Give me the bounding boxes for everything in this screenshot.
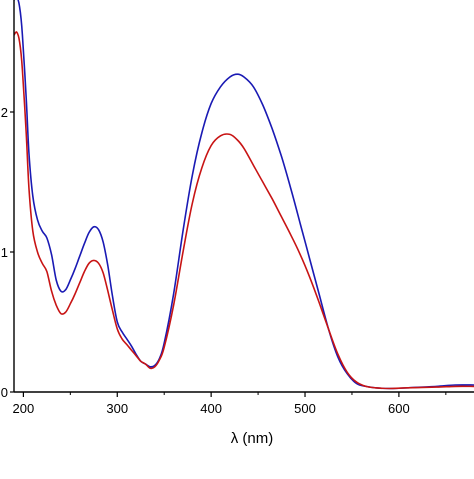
y-axis-ticks: 0 1 2 xyxy=(1,105,14,400)
y-tick-label: 2 xyxy=(1,105,8,120)
x-axis-label: λ (nm) xyxy=(231,430,274,447)
x-tick-label: 300 xyxy=(106,401,128,416)
x-tick-label: 200 xyxy=(13,401,35,416)
series-line-1 xyxy=(14,0,474,390)
x-axis-ticks: 200 300 400 500 600 xyxy=(13,392,447,416)
series-line-2 xyxy=(14,31,474,390)
x-tick-label: 400 xyxy=(200,401,222,416)
y-tick-label: 1 xyxy=(1,245,8,260)
x-tick-label: 500 xyxy=(294,401,316,416)
x-tick-label: 600 xyxy=(388,401,410,416)
y-tick-label: 0 xyxy=(1,385,8,400)
plot-area xyxy=(14,0,474,390)
